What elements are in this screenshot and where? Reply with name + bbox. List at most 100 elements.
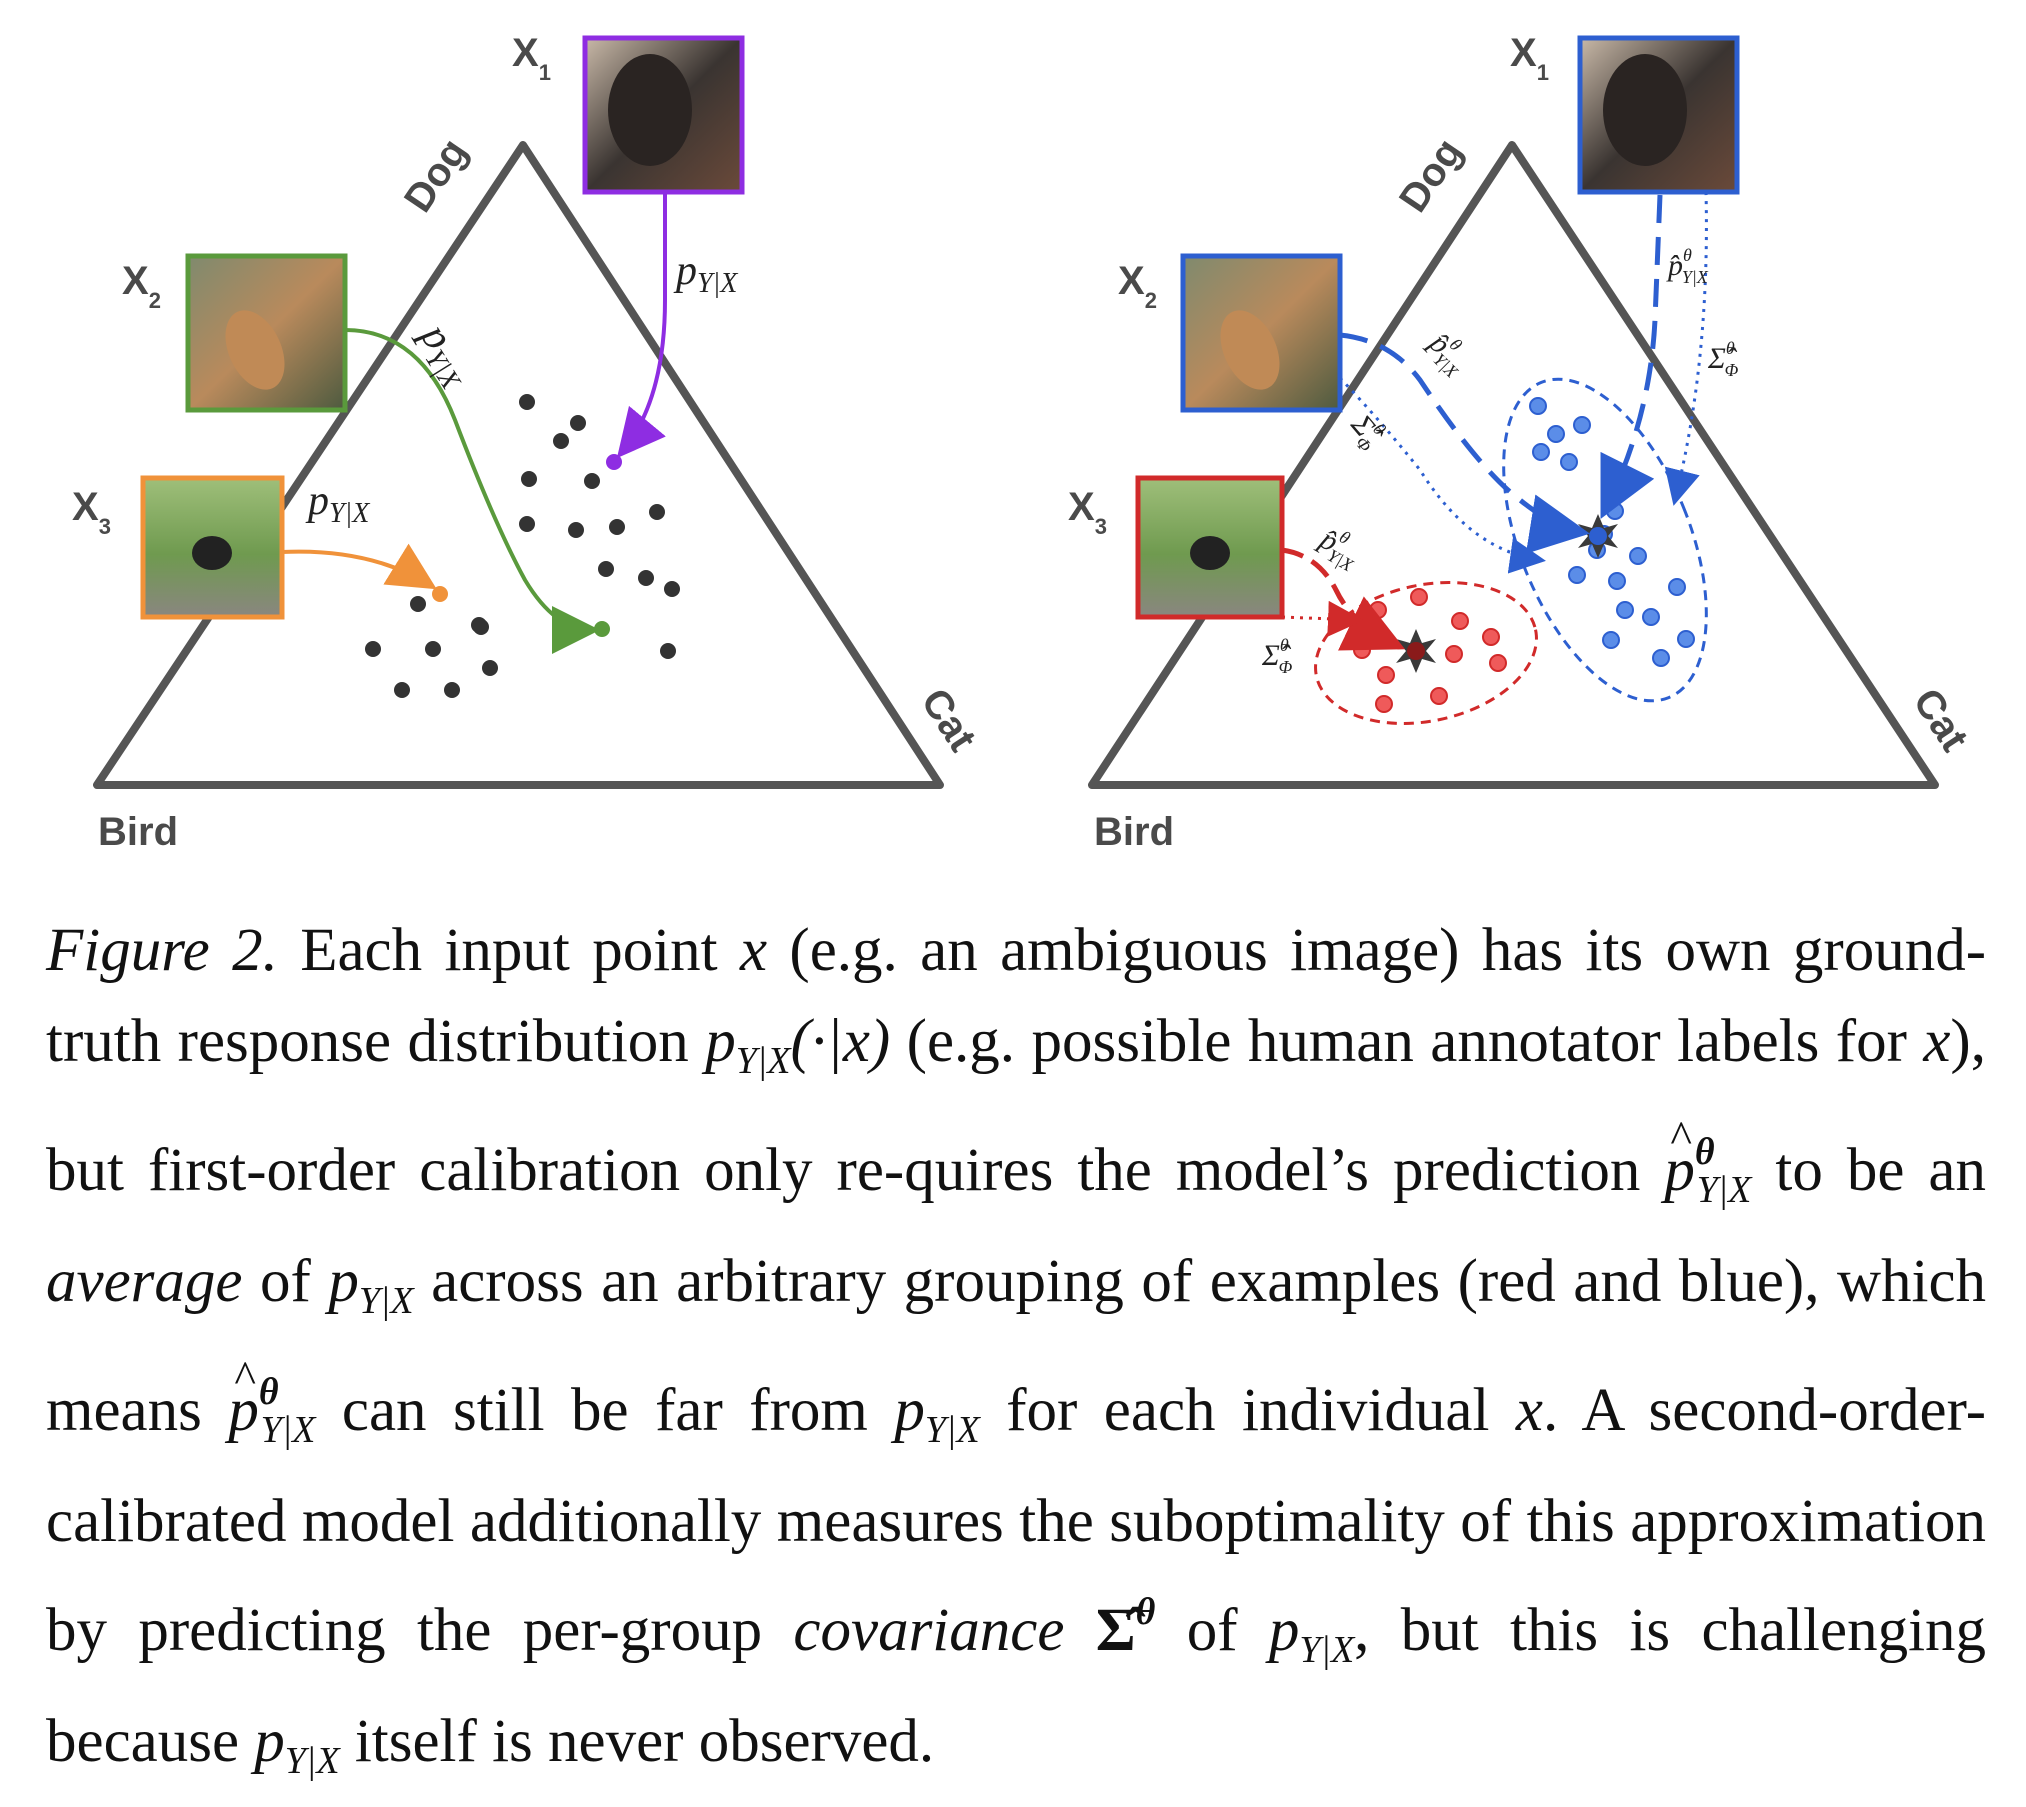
- svg-text:pY|X: pY|X: [305, 478, 370, 529]
- x1-label-right: X: [1510, 31, 1537, 75]
- svg-text:X3: X3: [1068, 485, 1107, 539]
- x2-pred-arrow-right: [1339, 332, 1590, 554]
- caption-theta: θ: [1135, 1591, 1156, 1633]
- x2-cov-arrow-right: [1338, 376, 1546, 574]
- x1-pred-arrow-right: [1600, 194, 1663, 519]
- caption-phat: p: [228, 1331, 259, 1456]
- right-panel: Dog Cat Bird X1 X2 X3 p̂θ Y|X p̂θY|X p̂θY…: [1068, 31, 1976, 854]
- sigma-sup-x1: θ: [1726, 338, 1735, 358]
- caption-phat: p: [1664, 1091, 1695, 1216]
- x3-image-right: [1135, 475, 1285, 620]
- caption-sub: Y|X: [1299, 1629, 1355, 1671]
- x3-sub-right: 3: [1095, 514, 1107, 539]
- svg-text:Σ̂θΦ: Σ̂θΦ: [1261, 635, 1293, 677]
- caption-text-7: across an arbitrary grouping of examples…: [46, 1248, 1987, 1444]
- svg-text:p̂θY|X: p̂θY|X: [1666, 245, 1709, 287]
- caption-p: p: [705, 1008, 736, 1075]
- sigma-sup-x3: θ: [1280, 635, 1289, 655]
- left-dots: [365, 394, 680, 698]
- x2-label-left: X: [122, 259, 149, 303]
- p-sub-x3-left: Y|X: [329, 498, 370, 529]
- caption-text-13: itself is never observed.: [354, 1708, 935, 1775]
- x3-sub-left: 3: [99, 514, 111, 539]
- caption-text-9: for each individual: [1006, 1377, 1490, 1444]
- x1-label-left: X: [512, 31, 539, 75]
- x1-point-left: [606, 454, 622, 470]
- x2-image-right: [1180, 253, 1343, 413]
- x1-cov-arrow-right: [1664, 191, 1708, 506]
- svg-text:Σ̂θΦ: Σ̂θΦ: [1707, 338, 1739, 380]
- caption-sub: Y|X: [260, 1409, 316, 1451]
- x3-pred-arrow-right: [1281, 547, 1406, 651]
- caption-arg: (·|x): [790, 1008, 891, 1075]
- phat-sub-x1: Y|X: [1682, 267, 1709, 287]
- x2-arrow-left: [344, 328, 600, 654]
- caption-sub: Y|X: [924, 1409, 980, 1451]
- caption-theta: θ: [1694, 1131, 1715, 1173]
- x1-sub-left: 1: [539, 60, 551, 85]
- x3-image-left: [140, 475, 285, 620]
- caption-covariance: covariance: [793, 1597, 1065, 1664]
- vertex-label-bird-left: Bird: [98, 810, 178, 854]
- caption-p: p: [328, 1248, 359, 1315]
- vertex-label-bird-right: Bird: [1094, 810, 1174, 854]
- caption-text-8: can still be far from: [341, 1377, 868, 1444]
- vertex-label-cat-right: Cat: [1904, 681, 1976, 759]
- caption-x: x: [739, 917, 768, 984]
- caption-text-2: (e.g. an ambiguous image) has its own gr…: [46, 917, 1987, 1075]
- caption-x: x: [1923, 1008, 1951, 1075]
- simplex-triangle-right: [1088, 141, 1939, 789]
- caption-sub: Y|X: [284, 1740, 340, 1782]
- x2-image-left: [185, 253, 348, 413]
- svg-text:X2: X2: [1118, 259, 1157, 313]
- caption-text-5: to be an: [1775, 1137, 1987, 1204]
- vertex-label-dog-right: Dog: [1391, 131, 1471, 220]
- svg-text:X1: X1: [512, 31, 551, 85]
- caption-theta: θ: [258, 1371, 279, 1413]
- red-star: [1396, 629, 1436, 673]
- svg-text:pY|X: pY|X: [673, 248, 738, 299]
- caption-p: p: [1268, 1597, 1300, 1664]
- x3-label-left: X: [72, 485, 99, 529]
- caption-average: average: [46, 1248, 243, 1315]
- vertex-label-cat-left: Cat: [912, 681, 984, 759]
- caption-sub: Y|X: [358, 1280, 414, 1322]
- x2-point-left: [594, 621, 610, 637]
- p-label-x3-left: p: [305, 478, 329, 524]
- x2-sub-left: 2: [149, 288, 161, 313]
- figure-2-diagram: Dog Cat Bird X1 X2 X3 pY|X pY|X pY|X: [72, 31, 1976, 854]
- svg-text:X1: X1: [1510, 31, 1549, 85]
- caption-sub: Y|X: [735, 1040, 791, 1082]
- caption-p: p: [254, 1708, 285, 1775]
- phat-label-x1: p̂: [1666, 249, 1683, 282]
- caption-text-4: ), but first-order calibration only re-q…: [46, 1008, 1986, 1204]
- x2-label-right: X: [1118, 259, 1145, 303]
- caption-text-10: . A second-order-calibrated model additi…: [46, 1377, 1987, 1664]
- sigma-sub-x3: Φ: [1279, 657, 1293, 677]
- x3-point-left: [432, 586, 448, 602]
- caption-p: p: [894, 1377, 925, 1444]
- x1-image-left: [582, 35, 745, 195]
- sigma-sub-x1: Φ: [1725, 360, 1739, 380]
- svg-text:X3: X3: [72, 485, 111, 539]
- caption-sigma: Σ̂: [1095, 1597, 1136, 1664]
- blue-star: [1578, 514, 1618, 558]
- caption-text-6: of: [259, 1248, 311, 1315]
- simplex-triangle-left: [93, 141, 944, 789]
- left-panel: Dog Cat Bird X1 X2 X3 pY|X pY|X pY|X: [72, 31, 984, 854]
- caption-x: x: [1515, 1377, 1543, 1444]
- x3-cov-arrow-right: [1281, 600, 1364, 637]
- x3-label-right: X: [1068, 485, 1095, 529]
- caption-text-1: Each input point: [300, 917, 718, 984]
- x1-arrow-left: [616, 192, 667, 459]
- vertex-label-dog-left: Dog: [396, 131, 476, 220]
- phat-sup-x1: θ: [1683, 245, 1692, 265]
- p-sub-x1-left: Y|X: [697, 268, 738, 299]
- svg-text:X2: X2: [122, 259, 161, 313]
- caption-sub: Y|X: [1696, 1169, 1752, 1211]
- figure-caption: Figure 2. Each input point x (e.g. an am…: [46, 905, 1986, 1807]
- caption-text-3: (e.g. possible human annotator labels fo…: [906, 1008, 1907, 1075]
- caption-text-11: of: [1186, 1597, 1238, 1664]
- x3-arrow-left: [281, 543, 437, 590]
- x1-sub-right: 1: [1537, 60, 1549, 85]
